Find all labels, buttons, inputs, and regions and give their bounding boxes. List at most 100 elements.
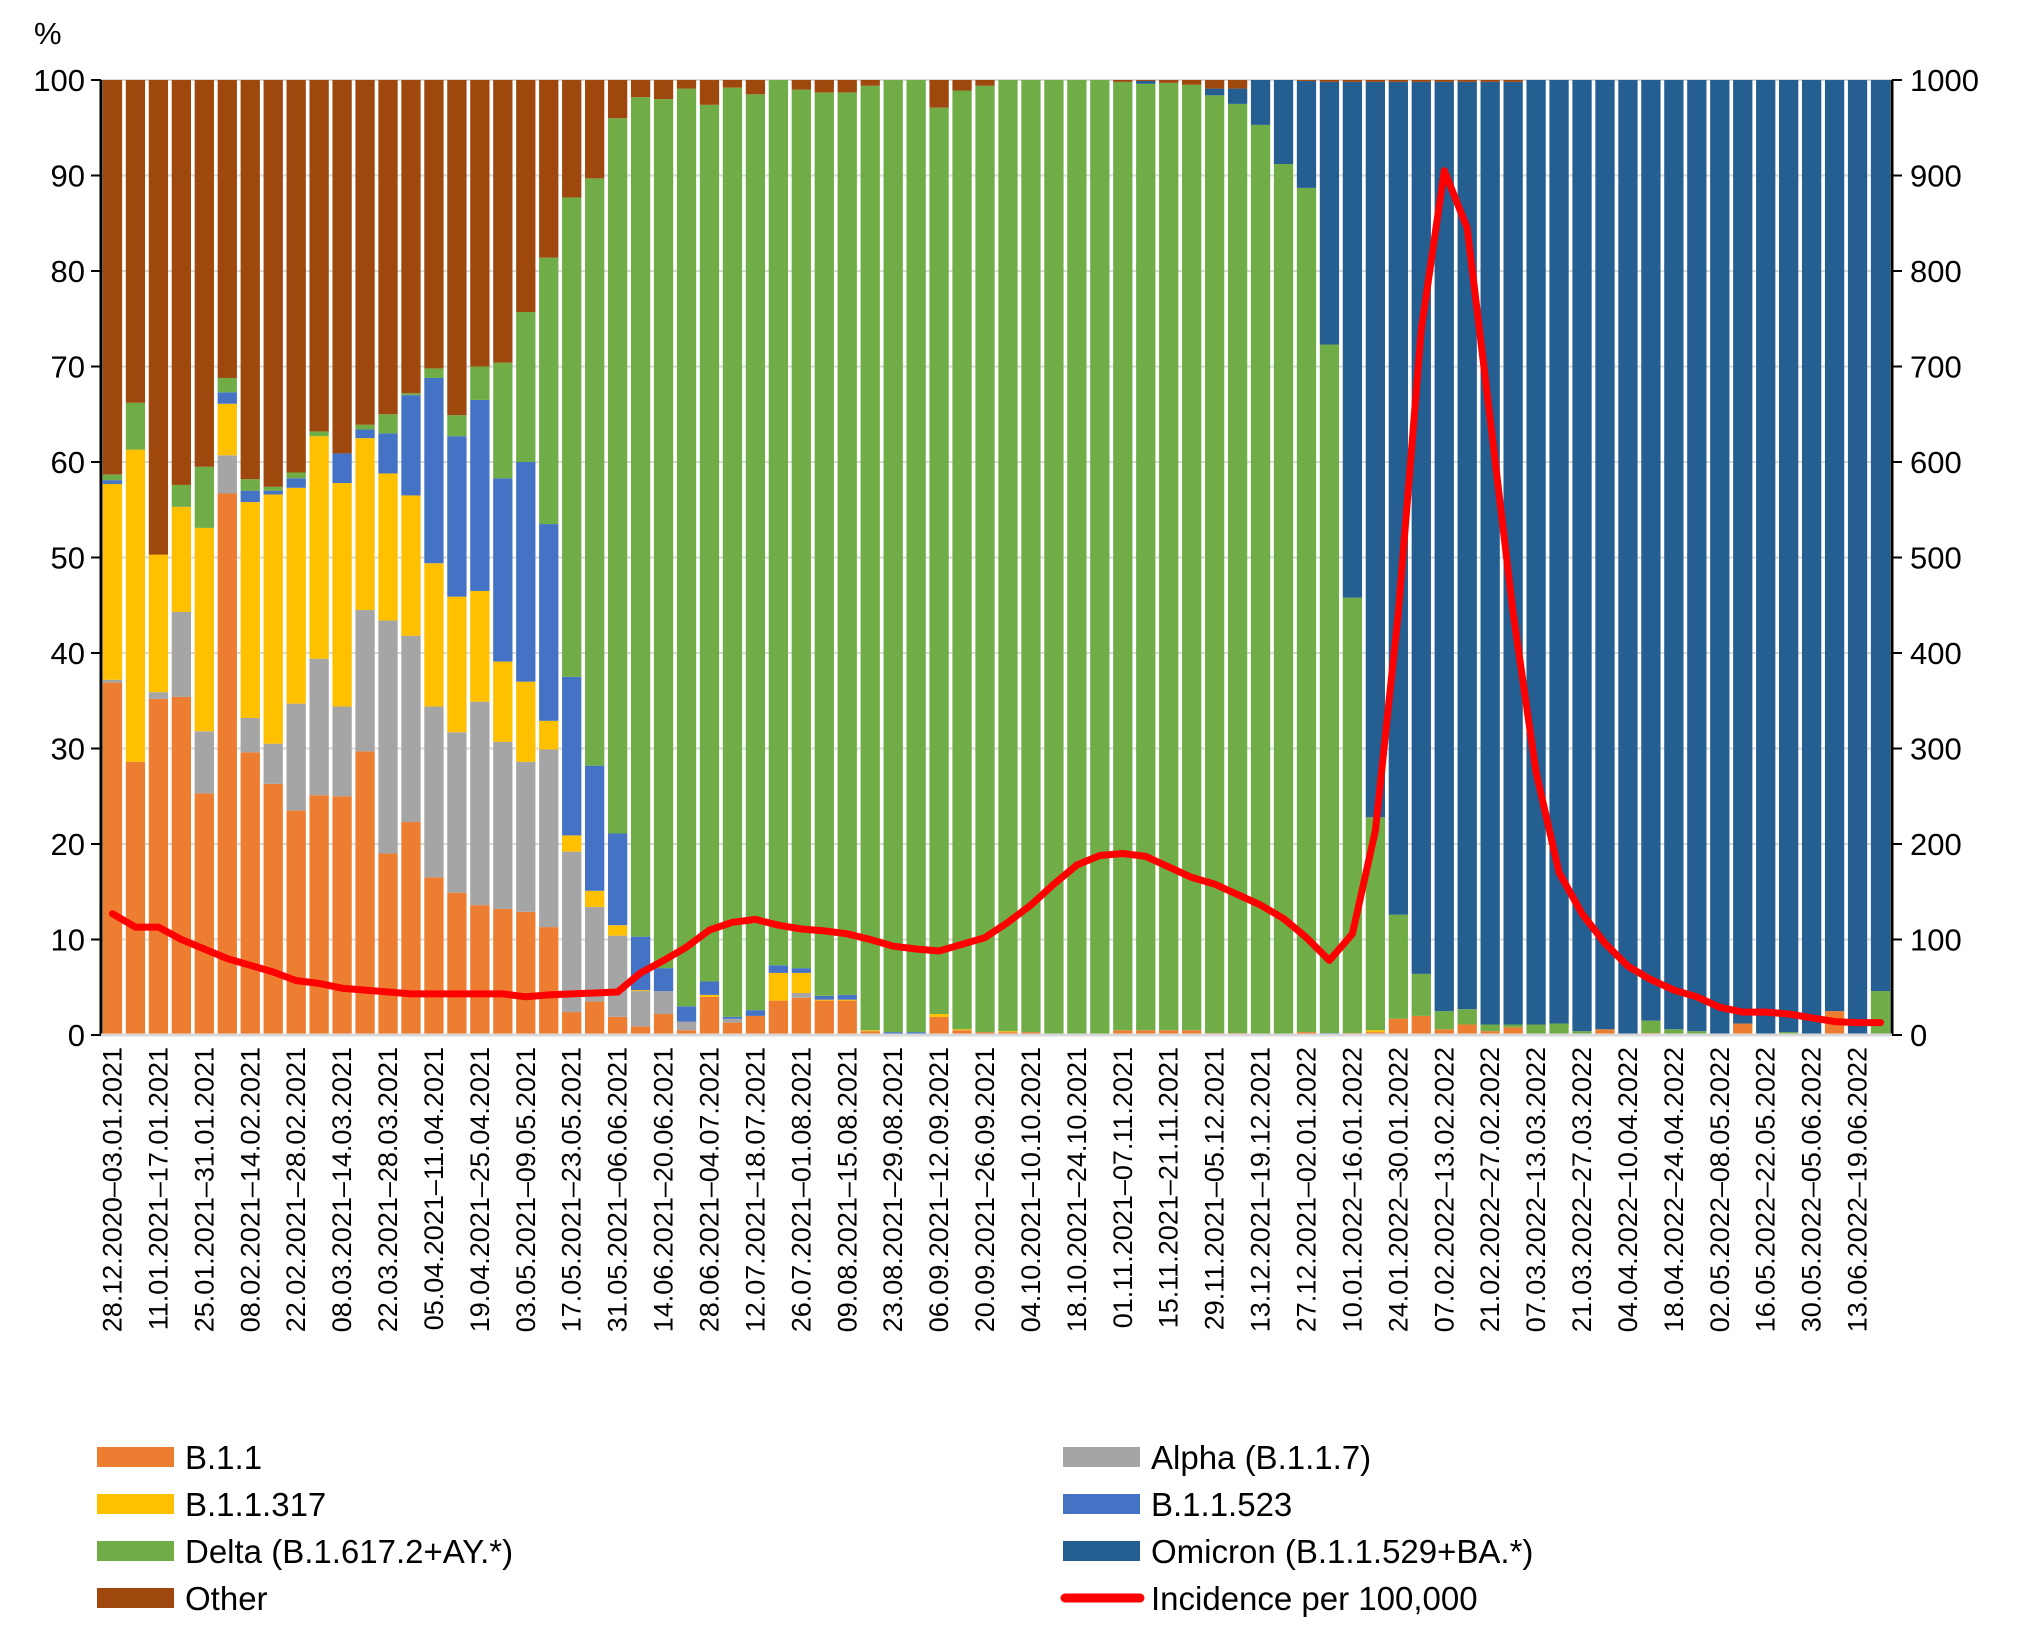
bar-segment-delta	[1250, 124, 1271, 1035]
bar-segment-delta	[1503, 1024, 1523, 1028]
bar-segment-b.1.1	[286, 810, 306, 1035]
bar-segment-b.1.1.523	[470, 399, 490, 591]
bar-segment-b.1.1.317	[585, 890, 605, 908]
bar-segment-omicron	[1733, 80, 1753, 1024]
bar-segment-alpha	[607, 935, 628, 1017]
bar-segment-omicron	[1824, 80, 1845, 1012]
bar-segment-b.1.1	[493, 908, 513, 1035]
y2-tick-label: 700	[1910, 350, 1962, 385]
bar-segment-delta	[194, 466, 214, 528]
left-axis-ticks: 0 10 20 30 40 50 60 70 80 90 100	[33, 63, 101, 1053]
bar-segment-other	[1182, 80, 1202, 85]
bar-segment-b.1.1	[1457, 1024, 1477, 1035]
bar-segment-other	[194, 80, 214, 467]
bar-segment-b.1.1	[676, 1030, 697, 1035]
bar-segment-alpha	[171, 611, 192, 697]
bar-segment-b.1.1	[630, 1026, 651, 1035]
x-tick-label: 03.05.2021–09.05.2021	[511, 1047, 541, 1332]
bar-segment-alpha	[516, 761, 536, 912]
bar-segment-other	[355, 80, 375, 425]
bar-segment-other	[814, 80, 834, 93]
bar-segment-b.1.1.523	[424, 377, 444, 564]
bar-segment-omicron	[1641, 80, 1661, 1021]
bar-segment-b.1.1	[791, 997, 811, 1035]
bar-segment-b.1.1.317	[470, 590, 490, 702]
bar-segment-delta	[607, 118, 628, 834]
bar-segment-other	[539, 80, 559, 258]
bar-segment-other	[1480, 80, 1500, 82]
y-tick-label: 60	[51, 445, 85, 480]
bar-segment-b.1.1	[814, 1000, 834, 1035]
bar-segment-b.1.1.523	[837, 994, 857, 1000]
bar-segment-b.1.1	[1733, 1023, 1753, 1035]
bar-segment-delta	[906, 80, 926, 1033]
bar-segment-b.1.1.317	[240, 502, 260, 718]
gridlines	[101, 79, 1892, 1036]
bar-segment-other	[1319, 80, 1340, 82]
bar-segment-delta	[1572, 1031, 1592, 1035]
x-tick-label: 12.07.2021–18.07.2021	[740, 1047, 770, 1332]
legend-swatch	[97, 1541, 174, 1561]
bar-segment-omicron	[1342, 81, 1363, 598]
bar-segment-other	[1342, 80, 1363, 82]
bar-segment-b.1.1	[240, 752, 260, 1035]
legend-label: Alpha (B.1.1.7)	[1151, 1439, 1371, 1476]
bar-segment-b.1.1	[1113, 1030, 1133, 1035]
bar-segment-delta	[1411, 973, 1431, 1016]
bar-segment-other	[860, 80, 880, 86]
bar-segment-alpha	[309, 658, 329, 796]
bar-segment-delta	[791, 89, 811, 969]
x-tick-label: 17.05.2021–23.05.2021	[557, 1047, 587, 1332]
bar-segment-other	[286, 80, 306, 473]
bar-segment-other	[102, 80, 123, 475]
bar-segment-omicron	[1365, 81, 1386, 818]
bar-segment-omicron	[1296, 80, 1317, 188]
y-tick-label: 80	[51, 254, 85, 289]
bar-segment-alpha	[378, 620, 398, 854]
bar-segment-omicron	[1595, 80, 1615, 1030]
bar-segment-delta	[1434, 1011, 1454, 1030]
x-tick-label: 08.02.2021–14.02.2021	[235, 1047, 265, 1332]
y2-tick-label: 200	[1910, 827, 1962, 862]
bar-segment-delta	[1044, 80, 1064, 1035]
bar-segment-other	[952, 80, 972, 91]
legend-label: Incidence per 100,000	[1151, 1580, 1478, 1617]
bar-segment-b.1.1.317	[814, 999, 834, 1001]
bar-segment-omicron	[1319, 81, 1340, 345]
bar-segment-b.1.1	[355, 751, 375, 1035]
bar-segment-delta	[1870, 991, 1891, 1035]
x-tick-label: 19.04.2021–25.04.2021	[465, 1047, 495, 1332]
bar-segment-b.1.1.317	[516, 681, 536, 762]
bar-segment-delta	[286, 472, 306, 479]
x-tick-label: 09.08.2021–15.08.2021	[832, 1047, 862, 1332]
x-tick-label: 26.07.2021–01.08.2021	[786, 1047, 816, 1332]
bar-segment-omicron	[1870, 80, 1891, 992]
y-tick-label: 0	[68, 1018, 85, 1053]
bar-segment-other	[470, 80, 490, 367]
bar-segment-omicron	[1847, 80, 1868, 1035]
bar-segment-b.1.1.523	[516, 462, 536, 682]
bar-segment-omicron	[1549, 80, 1569, 1024]
bar-segment-omicron	[1434, 81, 1454, 1012]
x-tick-label: 04.04.2022–10.04.2022	[1613, 1047, 1643, 1332]
bar-segment-b.1.1.317	[332, 483, 352, 707]
bar-segment-delta	[929, 107, 949, 1014]
bar-segment-b.1.1	[194, 793, 214, 1035]
bar-segment-b.1.1	[653, 1013, 674, 1035]
bar-segment-delta	[1480, 1024, 1500, 1032]
bar-segment-omicron	[1526, 80, 1546, 1025]
bar-segment-other	[516, 80, 536, 313]
y2-tick-label: 500	[1910, 541, 1962, 576]
bar-segment-b.1.1.523	[562, 676, 582, 836]
bar-segment-b.1.1	[1182, 1030, 1202, 1035]
bar-segment-alpha	[148, 692, 169, 699]
x-tick-label: 08.03.2021–14.03.2021	[327, 1047, 357, 1332]
bar-segment-b.1.1.523	[401, 395, 421, 496]
bar-segment-b.1.1.523	[676, 1006, 697, 1022]
bar-segment-alpha	[539, 749, 559, 928]
bar-segment-omicron	[1457, 81, 1477, 1010]
x-tick-label: 30.05.2022–05.06.2022	[1797, 1047, 1827, 1332]
bar-segment-other	[585, 80, 605, 179]
bar-segment-b.1.1	[562, 1012, 582, 1035]
